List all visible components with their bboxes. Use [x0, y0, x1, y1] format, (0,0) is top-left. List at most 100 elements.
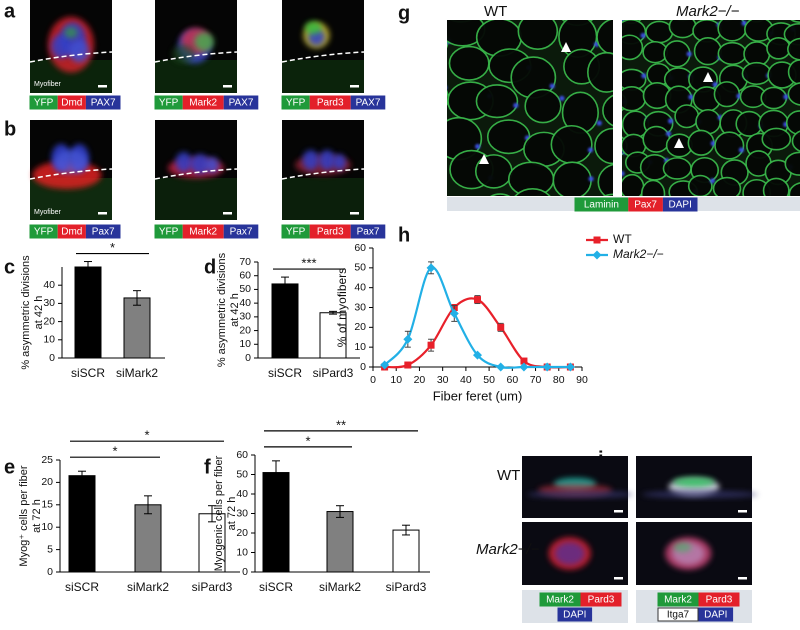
y-tick-label: 10	[236, 546, 248, 558]
arrowhead	[703, 72, 713, 82]
y-tick-label: 60	[354, 242, 366, 254]
x-tick-label: 90	[576, 374, 588, 386]
nucleus	[434, 4, 439, 9]
fiber-boundary	[281, 168, 365, 180]
error-bar	[84, 261, 92, 273]
scale-bar	[98, 212, 107, 215]
error-bar	[133, 290, 141, 306]
x-tick-label: siSCR	[65, 580, 99, 594]
channel-label-box	[29, 95, 58, 110]
scale-bar	[350, 212, 359, 215]
x-tick-label: siMark2	[116, 366, 158, 380]
channel-label-box	[223, 95, 259, 110]
y-tick-label: 10	[41, 521, 53, 533]
myofiber	[622, 20, 642, 25]
nucleus	[663, 5, 668, 10]
channel-label: DAPI	[563, 610, 586, 621]
y-tick-label: 15	[41, 499, 53, 511]
x-tick-label: 80	[553, 374, 565, 386]
nucleus	[587, 147, 594, 153]
cell-signal	[302, 150, 319, 170]
channel-label-box	[350, 224, 386, 239]
fiber-boundary	[154, 51, 238, 63]
cell-signal	[554, 542, 585, 565]
channel-label-box	[698, 607, 734, 622]
myofiber-signal	[155, 60, 237, 93]
y-tick-label: 20	[41, 476, 53, 488]
panel-letter: d	[204, 256, 216, 278]
channel-label: DAPI	[669, 200, 692, 211]
scale-bar	[614, 510, 623, 513]
channel-label: Pard3	[588, 595, 615, 606]
marker	[380, 360, 390, 370]
bar	[262, 472, 290, 573]
nucleus	[716, 216, 721, 221]
channel-label: Pard3	[317, 227, 344, 238]
y-tick-label: 20	[43, 315, 55, 327]
y-tick-label: 50	[236, 468, 248, 480]
x-tick-label: siPard3	[313, 366, 354, 380]
marker	[520, 357, 528, 365]
arrowhead	[561, 42, 571, 52]
scale-bar	[350, 85, 359, 88]
significance-label: *	[110, 240, 115, 255]
bar	[68, 475, 96, 573]
nucleus	[549, 83, 555, 89]
channel-label-box	[580, 592, 622, 607]
nucleus	[596, 120, 602, 126]
legend-label: Mark2−/−	[613, 247, 664, 261]
y-tick-label: 0	[360, 361, 366, 373]
channel-label: YFP	[159, 227, 179, 238]
myofiber	[788, 182, 800, 196]
x-tick-label: siMark2	[127, 580, 169, 594]
bar	[134, 504, 162, 573]
significance-label: *	[305, 433, 310, 448]
bar	[74, 266, 102, 359]
channel-label-box	[350, 95, 386, 110]
myofiber	[447, 89, 449, 106]
y-tick-label: 40	[354, 281, 366, 293]
micrograph	[154, 0, 238, 93]
myofiber	[640, 0, 668, 14]
channel-label: Laminin	[584, 200, 619, 211]
channel-label-box	[182, 224, 224, 239]
myofiber	[603, 193, 613, 196]
scale-bar	[98, 85, 107, 88]
myofiber	[622, 85, 647, 112]
marker	[519, 362, 529, 372]
panel-letter: g	[398, 2, 410, 24]
myofiber	[397, 162, 441, 203]
condition-label: Mark2−/−	[676, 3, 740, 20]
myofiber	[587, 51, 613, 93]
myofiber	[448, 45, 490, 81]
x-tick-label: siSCR	[71, 366, 105, 380]
y-axis-label: Myogenic cells per fiber	[213, 455, 225, 571]
error-bar	[272, 460, 280, 485]
y-axis-label: at 72 h	[226, 497, 238, 531]
myofiber	[741, 61, 772, 86]
channel-label-box	[557, 607, 593, 622]
y-tick-label: 40	[236, 488, 248, 500]
marker	[542, 362, 552, 372]
nucleus	[475, 143, 481, 150]
x-tick-label: 70	[530, 374, 542, 386]
micrograph	[29, 120, 113, 220]
significance-label: **	[336, 417, 346, 432]
myofiber-signal	[282, 60, 364, 93]
arrowhead	[479, 154, 489, 164]
legend-label: WT	[613, 232, 632, 246]
myofiber	[662, 157, 692, 180]
micrograph	[636, 456, 758, 518]
x-tick-label: siPard3	[192, 580, 233, 594]
y-axis-label: at 72 h	[31, 499, 43, 533]
myofiber	[447, 138, 449, 153]
x-tick-label: 0	[370, 374, 376, 386]
tissue-label: Myofiber	[34, 209, 62, 216]
marker	[497, 323, 505, 331]
y-tick-label: 10	[43, 334, 55, 346]
nucleus	[688, 94, 694, 100]
y-tick-label: 10	[239, 338, 251, 350]
myofiber	[514, 188, 551, 196]
myofiber	[687, 129, 715, 156]
